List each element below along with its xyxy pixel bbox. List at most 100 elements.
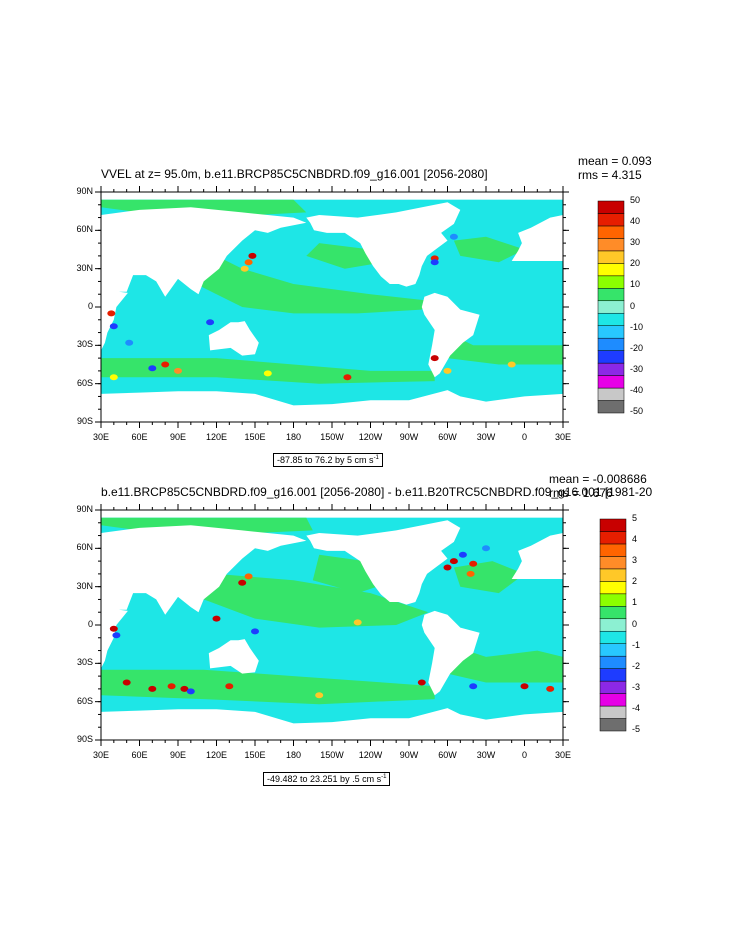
- landmass-australia: [208, 321, 259, 356]
- current-anomaly-spot: [449, 233, 458, 240]
- colorbar-label: -4: [632, 702, 641, 713]
- lat-tick-label: 90S: [76, 416, 93, 426]
- lat-tick-label: 30S: [76, 657, 93, 668]
- current-anomaly-spot: [244, 259, 253, 266]
- unit-exponent: -1: [373, 455, 379, 461]
- velocity-patch-3: [447, 332, 563, 365]
- colorbar-swatch: [597, 200, 625, 214]
- landmass-eurasia-africa: [101, 525, 307, 669]
- panel-title: VVEL at z= 95.0m, b.e11.BRCP85C5CNBDRD.f…: [101, 167, 488, 181]
- colorbar-swatch: [599, 581, 627, 595]
- unit-exponent: -1: [381, 774, 387, 780]
- landmass-australia: [208, 639, 259, 674]
- colorbar-swatch: [599, 543, 627, 557]
- colorbar-label: 1: [632, 597, 638, 608]
- contour-range-box: -87.85 to 76.2 by 5 cm s-1: [273, 453, 383, 467]
- lat-tick-label: 30N: [76, 580, 93, 591]
- landmass-antarctica: [101, 390, 563, 422]
- current-anomaly-spot: [251, 628, 259, 635]
- colorbar-label: 40: [630, 216, 641, 227]
- current-anomaly-spot: [248, 252, 257, 259]
- colorbar-label: -5: [632, 724, 641, 734]
- current-anomaly-spot: [107, 310, 116, 317]
- colorbar-label: 0: [632, 618, 638, 629]
- landmass-north-america: [306, 202, 461, 287]
- colorbar-label: 2: [632, 576, 638, 587]
- current-anomaly-spot: [343, 374, 352, 381]
- colorbar-swatch: [599, 568, 627, 582]
- current-anomaly-spot: [449, 558, 458, 565]
- colorbar-swatch: [599, 680, 627, 694]
- current-anomaly-spot: [109, 374, 118, 381]
- lat-tick-label: 30N: [76, 262, 93, 273]
- lon-tick-label: 90W: [399, 432, 419, 442]
- colorbar: [599, 518, 627, 732]
- colorbar-swatch: [599, 593, 627, 607]
- current-anomaly-spot: [353, 619, 362, 626]
- lon-tick-label: 180: [285, 750, 302, 760]
- current-anomaly-spot: [186, 688, 195, 695]
- contour-range-box: -49.482 to 23.251 by .5 cm s-1: [263, 772, 391, 786]
- lon-tick-label: 30E: [92, 432, 109, 442]
- lon-tick-label: 120W: [358, 432, 383, 442]
- current-anomaly-spot: [148, 365, 157, 372]
- velocity-patch-5: [453, 236, 525, 263]
- mean-stat: mean = -0.008686: [549, 472, 647, 486]
- current-anomaly-spot: [546, 685, 555, 692]
- landmass-antarctica: [101, 708, 563, 740]
- current-anomaly-spot: [109, 625, 118, 632]
- colorbar-swatch: [599, 718, 627, 732]
- colorbar-swatch: [599, 643, 627, 657]
- colorbar-swatch: [599, 618, 627, 632]
- lon-tick-label: 30E: [554, 750, 571, 760]
- lon-tick-label: 60W: [438, 750, 457, 760]
- lon-tick-label: 90W: [399, 750, 419, 760]
- current-anomaly-spot: [125, 339, 134, 346]
- velocity-patch-5: [453, 561, 525, 594]
- ocean-map: [40, 509, 564, 741]
- contour-range-text: -49.482 to 23.251 by .5 cm s: [267, 774, 382, 784]
- current-anomaly-spot: [458, 551, 467, 558]
- colorbar-swatch: [599, 668, 627, 682]
- current-anomaly-spot: [161, 361, 170, 368]
- landmass-eurasia-africa: [101, 207, 307, 351]
- current-anomaly-spot: [430, 259, 439, 266]
- mean-stat: mean = 0.093: [578, 154, 652, 168]
- current-anomaly-spot: [180, 685, 189, 692]
- colorbar-label: -3: [632, 681, 641, 692]
- colorbar-swatch: [599, 556, 627, 570]
- lat-tick-label: 60S: [76, 377, 93, 388]
- colorbar-label: -10: [630, 321, 644, 332]
- lon-tick-label: 150W: [320, 750, 344, 760]
- colorbar: [597, 200, 625, 414]
- velocity-patch-3: [101, 669, 435, 705]
- colorbar-label: -50: [630, 406, 644, 416]
- landmass-south-america: [421, 610, 480, 696]
- current-anomaly-spot: [240, 265, 249, 272]
- lon-tick-label: 120E: [205, 432, 228, 442]
- lat-tick-label: 90S: [76, 734, 93, 744]
- lon-tick-label: 60W: [438, 432, 457, 442]
- colorbar-swatch: [599, 606, 627, 620]
- current-anomaly-spot: [443, 367, 452, 374]
- landmass-north-america: [306, 520, 461, 605]
- velocity-patch-4: [447, 644, 563, 683]
- colorbar-swatch: [599, 630, 627, 644]
- colorbar-label: -20: [630, 342, 644, 353]
- current-anomaly-spot: [507, 361, 516, 368]
- lat-tick-label: 60S: [76, 695, 93, 706]
- lat-tick-label: 0: [87, 619, 93, 629]
- current-anomaly-spot: [122, 679, 131, 686]
- contour-range-text: -87.85 to 76.2 by 5 cm s: [277, 455, 374, 465]
- map-axes: [95, 186, 569, 428]
- current-anomaly-spot: [430, 355, 439, 362]
- colorbar-swatch: [599, 705, 627, 719]
- ocean-map: [40, 191, 564, 423]
- lon-tick-label: 120E: [205, 750, 228, 760]
- current-anomaly-spot: [244, 573, 253, 580]
- lat-tick-label: 60N: [76, 224, 93, 235]
- lon-tick-label: 150E: [244, 432, 266, 442]
- lon-tick-label: 90E: [169, 750, 186, 760]
- panel-vvel: VVEL at z= 95.0m, b.e11.BRCP85C5CNBDRD.f…: [0, 0, 733, 467]
- current-anomaly-spot: [109, 323, 118, 330]
